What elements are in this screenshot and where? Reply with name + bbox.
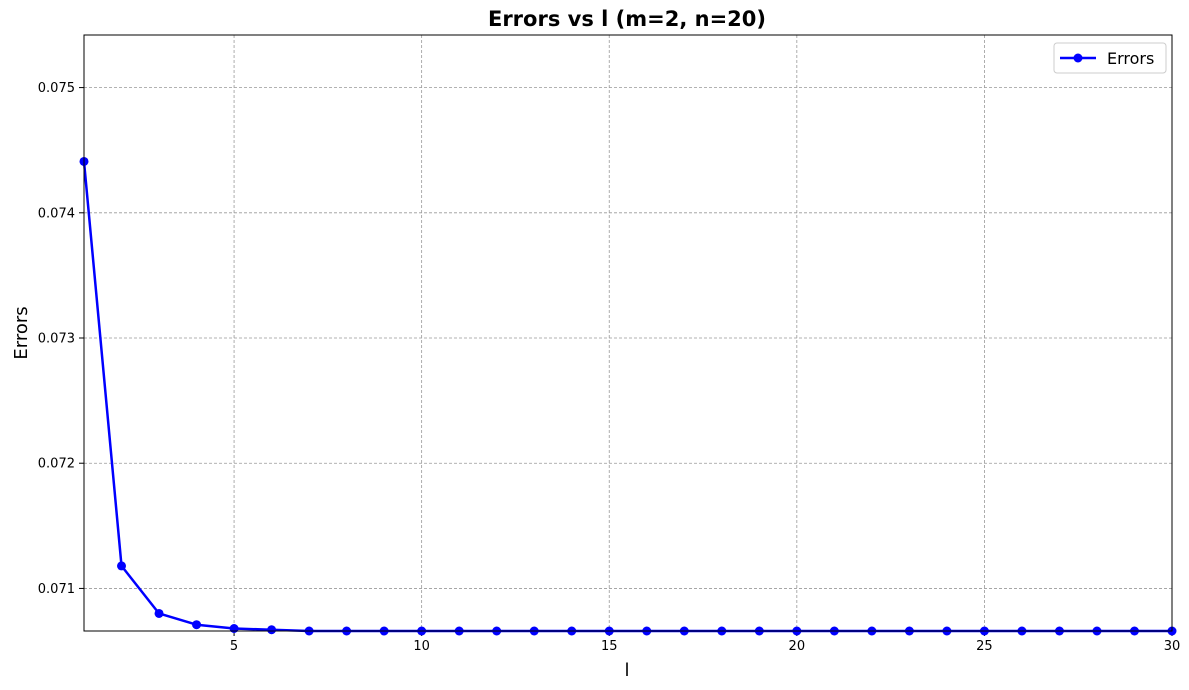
data-point bbox=[154, 608, 164, 618]
y-tick-label: 0.071 bbox=[38, 582, 75, 597]
y-tick-label: 0.074 bbox=[38, 206, 75, 221]
y-tick-label: 0.073 bbox=[38, 332, 75, 347]
x-tick-label: 30 bbox=[1164, 639, 1181, 654]
series-errors bbox=[79, 156, 1177, 636]
x-tick-label: 15 bbox=[601, 639, 618, 654]
x-axis-label: l bbox=[624, 660, 629, 681]
legend-label: Errors bbox=[1107, 49, 1154, 68]
plot-frame bbox=[83, 34, 1173, 632]
y-axis-label: Errors bbox=[11, 306, 32, 359]
legend-marker-swatch bbox=[1073, 53, 1083, 63]
x-tick-label: 25 bbox=[976, 639, 993, 654]
y-tick-label: 0.072 bbox=[38, 457, 75, 472]
data-point bbox=[229, 623, 239, 633]
x-tick-label: 5 bbox=[230, 639, 238, 654]
data-point bbox=[117, 561, 127, 571]
data-point bbox=[192, 620, 202, 630]
chart-title: Errors vs l (m=2, n=20) bbox=[488, 7, 766, 31]
grid bbox=[84, 35, 1173, 631]
axis-ticks: 5 10 15 20 25 30 0.071 0.072 0.073 0.074 0.075 bbox=[38, 81, 1180, 654]
x-tick-label: 20 bbox=[789, 639, 806, 654]
data-point bbox=[267, 625, 277, 635]
legend-box bbox=[1053, 42, 1167, 74]
series-line bbox=[82, 161, 1172, 633]
y-tick-label: 0.075 bbox=[38, 81, 75, 96]
legend: Errors bbox=[1053, 42, 1167, 74]
x-tick-label: 10 bbox=[413, 639, 430, 654]
